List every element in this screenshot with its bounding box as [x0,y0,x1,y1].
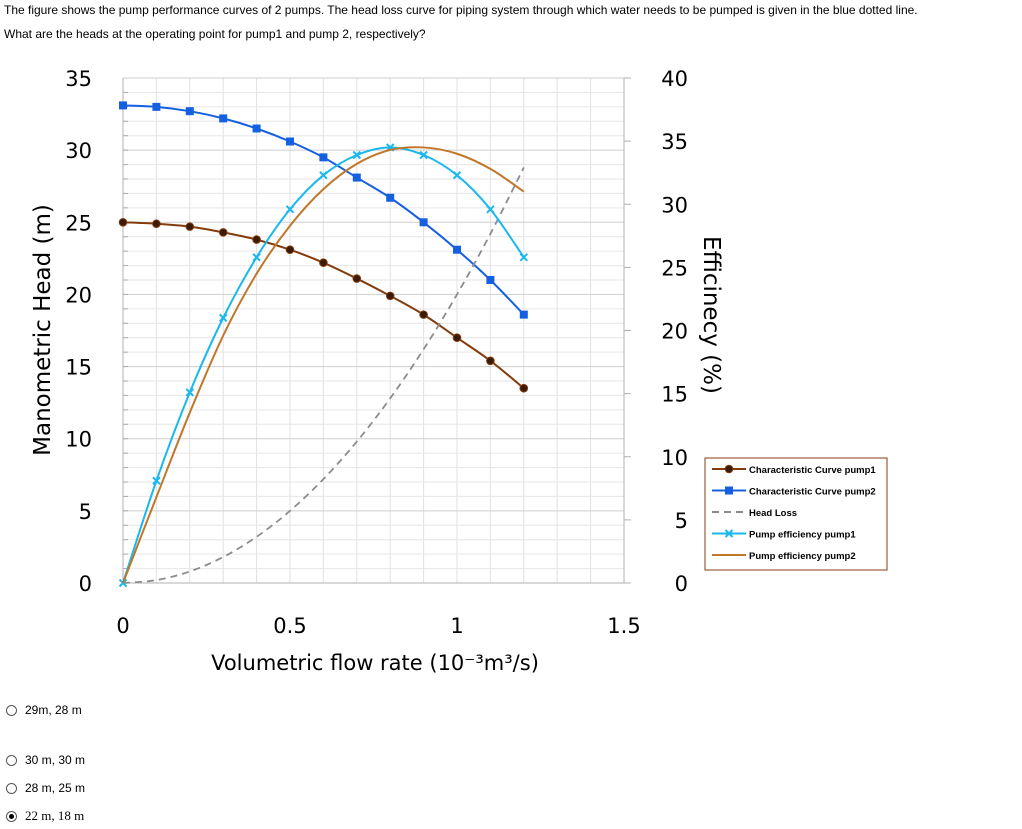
series-line [122,146,525,584]
radio-button-selected[interactable] [6,810,17,822]
question-text-line2: What are the heads at the operating poin… [4,27,426,41]
y-tick-label: 30 [65,139,92,163]
y-tick-label: 10 [65,428,92,452]
y-tick-label: 0 [79,572,92,596]
y2-tick-label: 35 [661,130,688,154]
series-characteristic-curve-pump2 [119,101,528,319]
y2-tick-label: 5 [675,509,688,533]
data-point [319,258,328,267]
legend-marker [725,486,733,495]
legend: Characteristic Curve pump1 Characteristic… [704,457,888,571]
data-point [119,101,127,110]
data-point [452,171,462,180]
data-point [419,150,428,160]
data-point [519,310,528,319]
data-point [352,150,362,160]
data-point [453,245,461,254]
data-point [118,217,128,227]
x-tick-label: 0 [116,614,129,638]
data-point [519,383,529,393]
option-3[interactable]: 28 m, 25 m [6,781,85,795]
radio-button[interactable] [6,704,17,716]
data-point [419,218,428,227]
radio-button[interactable] [6,754,17,766]
option-2[interactable]: 30 m, 30 m [6,753,85,767]
data-point [419,310,428,319]
y-tick-label: 20 [65,283,92,307]
data-point [286,137,294,146]
y-tick-label: 15 [65,356,92,380]
data-point [519,253,529,262]
data-point [285,205,295,214]
x-tick-label: 0.5 [273,614,306,638]
data-point [185,222,195,231]
data-point [185,388,195,397]
data-point [218,228,228,237]
y-tick-label: 25 [65,211,92,235]
series-pump-efficiency-pump2 [122,146,525,584]
data-point [352,274,362,283]
legend-label: Head Loss [749,508,797,519]
data-point [185,107,194,116]
x-tick-label: 1 [450,614,463,638]
x-axis-label: Volumetric flow rate (10⁻³m³/s) [211,651,539,675]
legend-label: Pump efficiency pump2 [749,551,856,562]
y2-tick-label: 0 [675,572,688,596]
legend-label: Characteristic Curve pump2 [749,487,876,498]
data-point [252,124,261,133]
y2-tick-label: 30 [661,193,688,217]
data-point [386,193,395,202]
data-point [452,333,462,343]
data-point [486,276,495,284]
y-tick-label: 5 [79,500,92,524]
series-characteristic-curve-pump1 [118,217,529,393]
data-point [352,173,361,182]
y-tick-label: 35 [65,67,92,91]
y-axis-label: Manometric Head (m) [30,204,56,456]
y2-tick-label: 15 [661,383,688,407]
data-point [152,219,161,229]
question-text-line1: The figure shows the pump performance cu… [4,3,918,17]
y2-tick-label: 25 [661,256,688,280]
series-pump-efficiency-pump1 [118,143,529,588]
legend-label: Characteristic Curve pump1 [749,465,876,476]
radio-button[interactable] [6,782,17,794]
y2-tick-label: 20 [661,320,688,344]
option-4[interactable]: 22 m, 18 m [6,808,84,824]
y2-tick-label: 10 [661,446,688,470]
data-point [486,205,495,214]
option-label: 22 m, 18 m [25,808,85,823]
y2-tick-label: 40 [661,67,688,91]
data-point [319,171,328,180]
option-label: 30 m, 30 m [25,753,86,767]
legend-marker [724,529,734,538]
legend-box [704,457,888,571]
data-point [218,313,228,323]
legend-marker [724,464,734,474]
data-point [319,153,328,162]
legend-label: Pump efficiency pump1 [749,530,856,541]
data-point [486,356,495,366]
data-point [152,102,161,111]
data-point [252,235,261,244]
option-label: 29m, 28 m [25,703,82,717]
option-label: 28 m, 25 m [25,781,86,795]
y2-axis-label: Efficinecy (%) [698,236,724,394]
data-point [219,114,228,123]
data-point [152,476,161,485]
chart: 0 0.5 1 1.5 0 5 10 15 20 25 30 35 0 5 10 15 20 25 30 35 40 V… [30,67,888,675]
x-tick-label: 1.5 [607,614,640,638]
option-1[interactable]: 29m, 28 m [6,703,82,717]
data-point [385,291,395,301]
data-point [285,245,295,254]
data-point [252,253,261,262]
